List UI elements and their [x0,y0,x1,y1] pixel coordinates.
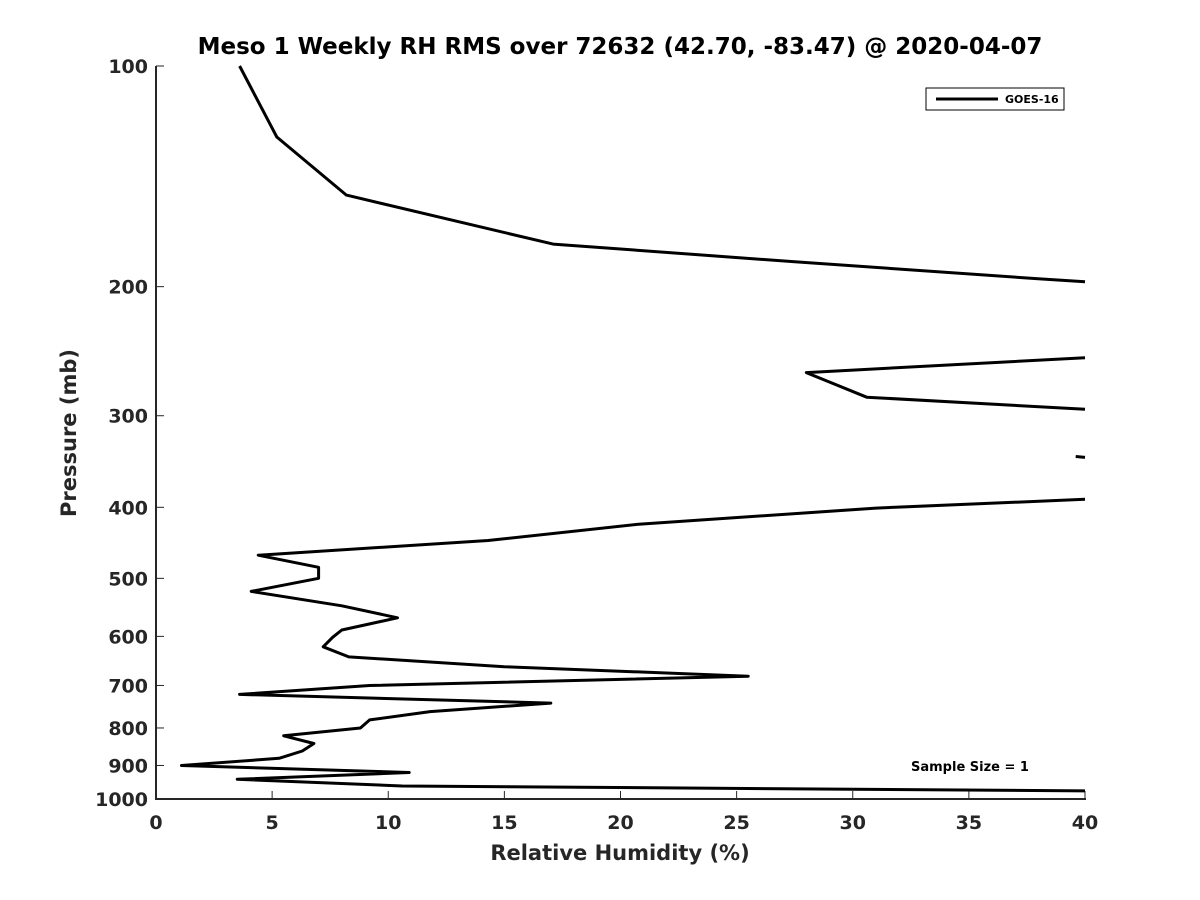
plot-axis-line-left [155,66,157,800]
x-tick-label-35: 35 [956,812,982,834]
plot-axis-line-bottom [155,798,1086,800]
x-tick-label-20: 20 [607,812,633,834]
y-tick-label-200: 200 [108,277,148,299]
x-tick-label-40: 40 [1072,812,1098,834]
x-tick-label-30: 30 [840,812,866,834]
x-tick-label-15: 15 [491,812,517,834]
y-tick-label-500: 500 [108,568,148,590]
x-tick-label-25: 25 [723,812,749,834]
ticks-layer: 0 5 10 15 20 25 30 35 40 100 200 300 400 500 600 700 800… [95,56,1098,834]
legend: GOES-16 [925,87,1065,111]
series-line-goes-16-segment-3 [1075,455,1086,459]
sample-size-annotation: Sample Size = 1 [911,760,1029,775]
y-tick-label-900: 900 [108,755,148,777]
x-tick-label-0: 0 [149,812,162,834]
x-axis-title: Relative Humidity (%) [490,841,749,865]
x-tick-label-10: 10 [375,812,401,834]
x-tick-label-5: 5 [266,812,279,834]
y-tick-label-300: 300 [108,406,148,428]
legend-label-goes-16: GOES-16 [1005,93,1059,106]
y-tick-label-100: 100 [108,56,148,78]
y-tick-label-1000: 1000 [95,789,148,811]
chart-title: Meso 1 Weekly RH RMS over 72632 (42.70, … [198,34,1043,60]
y-tick-label-400: 400 [108,497,148,519]
y-tick-label-800: 800 [108,718,148,740]
series-line-goes-16-segment-1 [238,65,1086,284]
series-line-goes-16-segment-4 [180,497,1086,793]
y-tick-label-700: 700 [108,675,148,697]
series-line-goes-16-segment-2 [804,356,1086,411]
y-tick-label-600: 600 [108,626,148,648]
series-layer [180,65,1086,793]
y-axis-title: Pressure (mb) [57,349,81,517]
